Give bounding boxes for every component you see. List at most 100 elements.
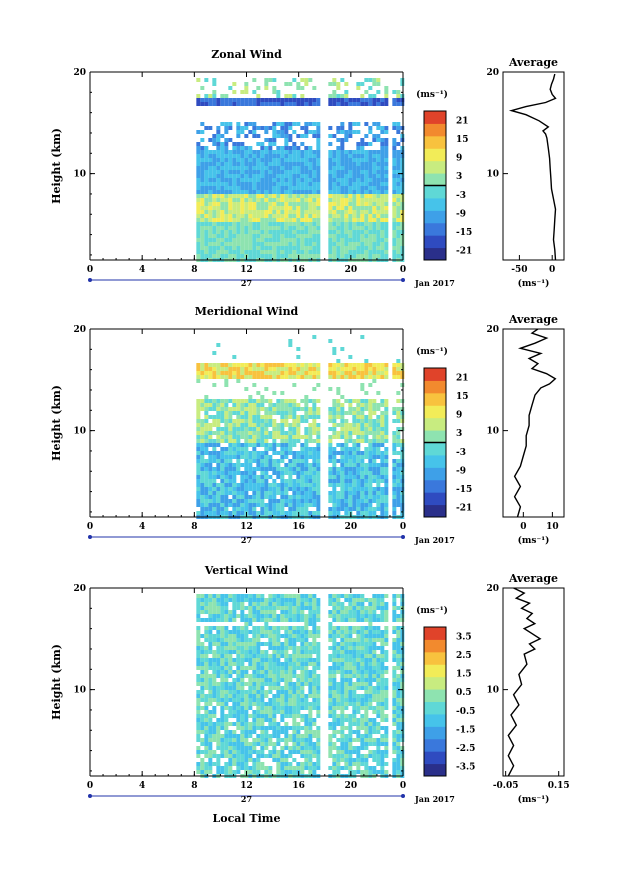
day-bar-start [88,535,92,539]
y-axis-label: Height (km) [50,128,63,204]
day-label: 27 [241,278,252,288]
x-tick-label: 16 [292,265,305,275]
profile-y-tick-label: 10 [486,686,499,696]
x-tick-label: 0 [87,781,93,791]
colorbar-segment [424,222,446,236]
day-label: 27 [241,535,252,545]
y-tick-label: 10 [73,427,86,437]
colorbar-tick-label: 1.5 [456,670,472,680]
heatmap-cells [196,335,405,519]
colorbar-segment [424,111,446,124]
x-tick-label: 0 [87,265,93,275]
colorbar-tick-label: 3 [456,172,462,182]
x-tick-label: 4 [139,781,145,791]
profile-x-tick-label: 0 [520,522,526,532]
colorbar-segment [424,368,446,381]
colorbar-tick-label: -15 [456,485,472,495]
heatmap-cells [196,78,405,262]
colorbar-tick-label: -0.5 [456,707,475,717]
colorbar-segment [424,751,446,765]
colorbar-tick-label: -3.5 [456,763,475,773]
y-axis-label: Height (km) [50,644,63,720]
colorbar-segment [424,676,446,690]
colorbar-tick-label: -3 [456,191,466,201]
profile-x-tick-label: 0.15 [548,781,570,791]
colorbar-tick-label: 2.5 [456,651,472,661]
x-tick-label: 0 [400,522,406,532]
y-tick-label: 10 [73,686,86,696]
colorbar-segment [424,738,446,752]
colorbar-tick-label: 21 [456,116,469,126]
colorbar-segment [424,454,446,468]
day-bar-start [88,794,92,798]
profile-x-tick-label: 0 [549,265,555,275]
colorbar-segment [424,479,446,493]
colorbar-segment [424,380,446,394]
colorbar-tick-label: 3.5 [456,632,472,642]
x-tick-label: 16 [292,781,305,791]
profile-y-tick-label: 10 [486,427,499,437]
day-bar-end [401,278,405,282]
panel-title: Meridional Wind [195,305,299,318]
colorbar-segment [424,492,446,506]
colorbar-segment [424,405,446,419]
profile-y-tick-label: 20 [486,325,499,335]
colorbar-segment [424,689,446,702]
profile-x-label: (ms⁻¹) [518,794,550,805]
profile-x-label: (ms⁻¹) [518,535,550,546]
colorbar-unit: (ms⁻¹) [416,89,448,100]
colorbar-tick-label: 9 [456,154,462,164]
day-bar-end [401,794,405,798]
x-tick-label: 12 [240,265,253,275]
profile-y-tick-label: 20 [486,68,499,78]
colorbar-segment [424,148,446,162]
profile-frame [502,328,565,518]
heatmap-cells [196,594,405,778]
x-axis-label: Local Time [213,812,281,825]
colorbar-segment [424,123,446,137]
x-tick-label: 0 [400,265,406,275]
colorbar-tick-label: -3 [456,448,466,458]
colorbar-segment [424,664,446,678]
colorbar-segment [424,235,446,249]
colorbar-segment [424,651,446,665]
colorbar-segment [424,247,446,261]
profile-x-tick-label: -0.05 [493,781,519,791]
colorbar-tick-label: -15 [456,228,472,238]
y-tick-label: 20 [73,584,86,594]
colorbar-segment [424,197,446,211]
x-tick-label: 12 [240,522,253,532]
x-tick-label: 0 [87,522,93,532]
colorbar-segment [424,173,446,186]
day-bar-end [401,535,405,539]
profile-x-tick-label: -50 [511,265,527,275]
colorbar-tick-label: -2.5 [456,744,475,754]
panel-1: Meridional Wind 0 4 8 12 16 20 0 10 20 Height (km)… [50,305,565,546]
colorbar-segment [424,639,446,653]
profile-frame [502,587,565,777]
colorbar-unit: (ms⁻¹) [416,605,448,616]
profile-y-tick-label: 20 [486,584,499,594]
panel-title: Zonal Wind [211,48,282,61]
colorbar-segment [424,430,446,443]
colorbar-frame [423,626,447,777]
colorbar-tick-label: 3 [456,429,462,439]
day-label: 27 [241,794,252,804]
date-label: Jan 2017 [414,278,455,288]
colorbar-segment [424,210,446,224]
colorbar-tick-label: -9 [456,209,466,219]
colorbar-segment [424,627,446,640]
colorbar-tick-label: -9 [456,466,466,476]
x-tick-label: 0 [400,781,406,791]
x-tick-label: 12 [240,781,253,791]
colorbar-tick-label: -21 [456,247,472,257]
colorbar-tick-label: 15 [456,392,469,402]
profile-title: Average [508,56,558,69]
colorbar-tick-label: -1.5 [456,725,475,735]
x-tick-label: 4 [139,265,145,275]
colorbar-tick-label: -21 [456,504,472,514]
profile-x-label: (ms⁻¹) [518,278,550,289]
profile-title: Average [508,572,558,585]
date-label: Jan 2017 [414,535,455,545]
